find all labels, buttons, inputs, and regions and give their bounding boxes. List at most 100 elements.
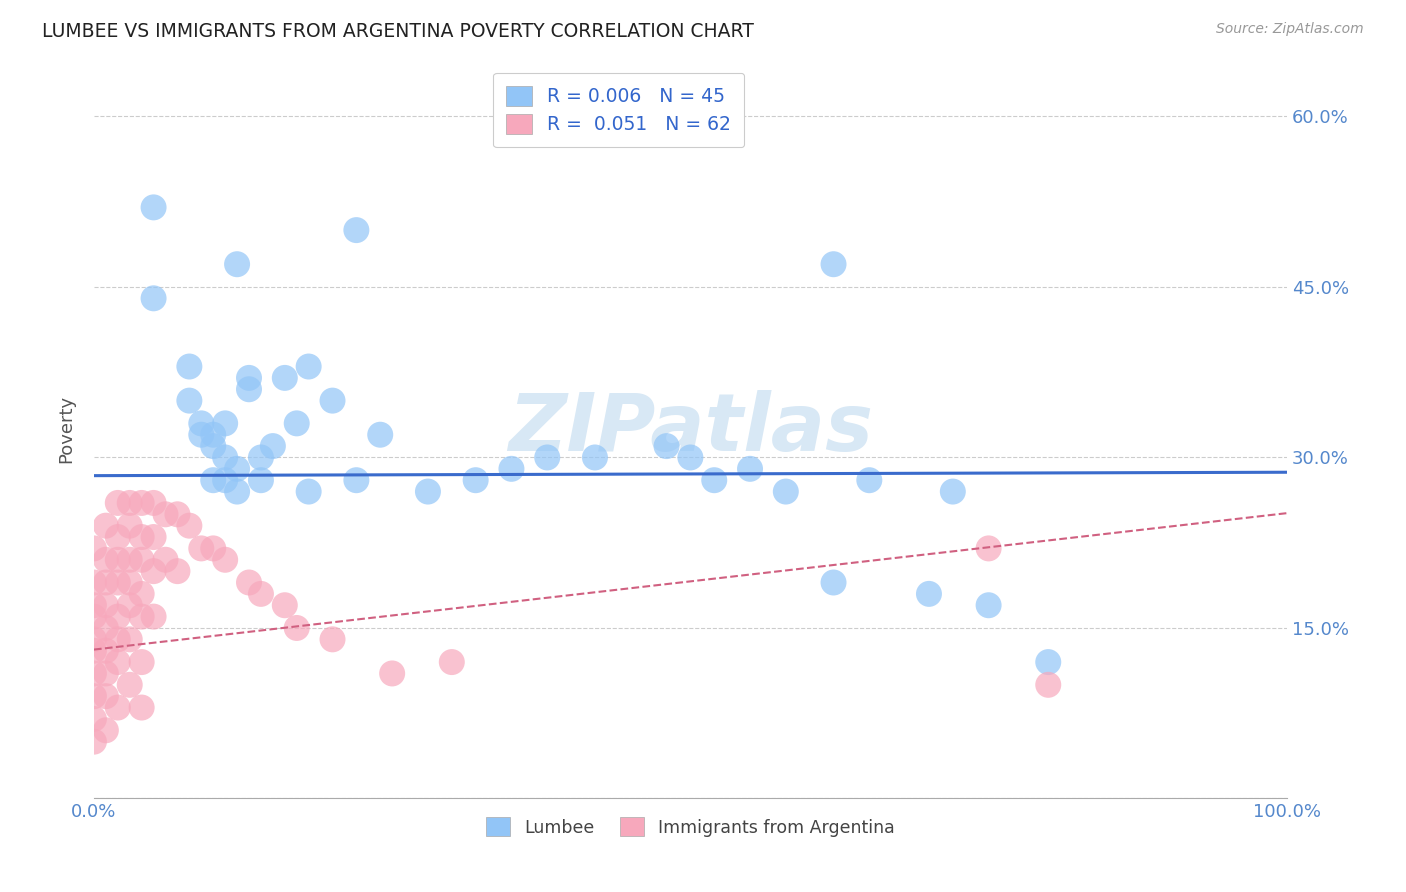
Point xyxy=(107,575,129,590)
Point xyxy=(226,462,249,476)
Point xyxy=(202,427,225,442)
Point xyxy=(131,496,153,510)
Point xyxy=(94,689,117,703)
Point xyxy=(83,609,105,624)
Text: ZIPatlas: ZIPatlas xyxy=(508,390,873,468)
Point xyxy=(368,427,391,442)
Point xyxy=(83,599,105,613)
Point xyxy=(250,450,273,465)
Point xyxy=(118,575,141,590)
Point xyxy=(464,473,486,487)
Text: LUMBEE VS IMMIGRANTS FROM ARGENTINA POVERTY CORRELATION CHART: LUMBEE VS IMMIGRANTS FROM ARGENTINA POVE… xyxy=(42,22,754,41)
Point xyxy=(83,734,105,748)
Point xyxy=(131,655,153,669)
Point xyxy=(1038,655,1060,669)
Point xyxy=(823,575,845,590)
Point xyxy=(583,450,606,465)
Point xyxy=(285,417,308,431)
Point xyxy=(142,200,165,214)
Point xyxy=(214,473,236,487)
Point xyxy=(977,599,1000,613)
Point xyxy=(238,382,260,396)
Point xyxy=(202,439,225,453)
Point xyxy=(118,496,141,510)
Point xyxy=(142,564,165,578)
Point xyxy=(274,371,297,385)
Point xyxy=(118,678,141,692)
Y-axis label: Poverty: Poverty xyxy=(58,395,75,463)
Point xyxy=(83,541,105,556)
Point xyxy=(83,712,105,726)
Point xyxy=(118,599,141,613)
Point xyxy=(94,553,117,567)
Point xyxy=(94,723,117,738)
Point xyxy=(823,257,845,271)
Point xyxy=(679,450,702,465)
Point xyxy=(298,359,321,374)
Point xyxy=(83,689,105,703)
Point xyxy=(131,587,153,601)
Point xyxy=(166,564,188,578)
Point xyxy=(321,632,343,647)
Point xyxy=(250,587,273,601)
Point xyxy=(202,473,225,487)
Point xyxy=(94,643,117,657)
Point xyxy=(131,530,153,544)
Point xyxy=(142,530,165,544)
Point xyxy=(107,700,129,714)
Point xyxy=(190,427,212,442)
Point xyxy=(344,223,367,237)
Point xyxy=(94,666,117,681)
Point xyxy=(190,417,212,431)
Point xyxy=(238,575,260,590)
Point xyxy=(344,473,367,487)
Point xyxy=(142,291,165,305)
Point xyxy=(738,462,761,476)
Text: Source: ZipAtlas.com: Source: ZipAtlas.com xyxy=(1216,22,1364,37)
Point xyxy=(107,496,129,510)
Point xyxy=(142,609,165,624)
Point xyxy=(655,439,678,453)
Point xyxy=(381,666,404,681)
Point xyxy=(166,508,188,522)
Point xyxy=(179,359,201,374)
Point xyxy=(262,439,284,453)
Point xyxy=(107,609,129,624)
Point xyxy=(118,518,141,533)
Point xyxy=(94,575,117,590)
Point xyxy=(94,518,117,533)
Point xyxy=(858,473,880,487)
Point xyxy=(94,621,117,635)
Point xyxy=(118,632,141,647)
Point xyxy=(131,609,153,624)
Point xyxy=(202,541,225,556)
Point xyxy=(226,484,249,499)
Point xyxy=(190,541,212,556)
Point xyxy=(942,484,965,499)
Point xyxy=(107,553,129,567)
Point xyxy=(155,508,177,522)
Point xyxy=(214,417,236,431)
Point xyxy=(440,655,463,669)
Point xyxy=(250,473,273,487)
Point xyxy=(703,473,725,487)
Point xyxy=(131,700,153,714)
Point xyxy=(501,462,523,476)
Point xyxy=(83,632,105,647)
Point xyxy=(179,518,201,533)
Point xyxy=(131,553,153,567)
Point xyxy=(285,621,308,635)
Point xyxy=(94,599,117,613)
Point xyxy=(918,587,941,601)
Point xyxy=(118,553,141,567)
Point xyxy=(321,393,343,408)
Point xyxy=(83,575,105,590)
Point xyxy=(226,257,249,271)
Legend: Lumbee, Immigrants from Argentina: Lumbee, Immigrants from Argentina xyxy=(477,808,904,846)
Point xyxy=(274,599,297,613)
Point xyxy=(214,450,236,465)
Point xyxy=(416,484,439,499)
Point xyxy=(179,393,201,408)
Point xyxy=(155,553,177,567)
Point xyxy=(298,484,321,499)
